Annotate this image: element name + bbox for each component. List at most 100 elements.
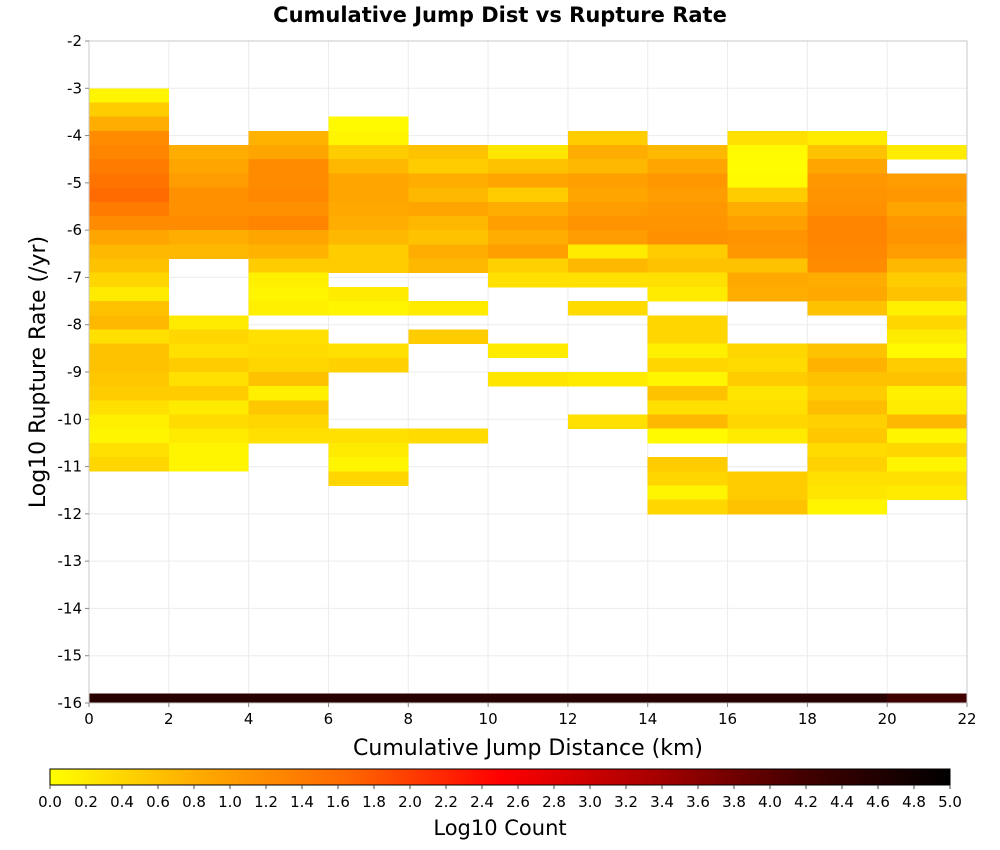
- heatmap-cell: [807, 230, 888, 245]
- heatmap-cell: [168, 343, 249, 359]
- colorbar: [49, 768, 951, 786]
- heatmap-cell: [488, 187, 568, 203]
- colorbar-tick-label: 3.4: [650, 793, 674, 811]
- heatmap-cell: [488, 258, 568, 274]
- x-tick-label: 18: [798, 710, 817, 728]
- heatmap-cell: [488, 173, 568, 188]
- heatmap-cell: [248, 372, 329, 387]
- heatmap-cell: [248, 145, 329, 160]
- heatmap-cell: [887, 201, 967, 217]
- heatmap-cell: [248, 301, 329, 316]
- heatmap-cell: [567, 244, 648, 259]
- heatmap-cell: [887, 258, 967, 274]
- heatmap-cell: [488, 145, 568, 160]
- heatmap-cell: [89, 201, 169, 217]
- x-tick-label: 4: [244, 710, 254, 728]
- heatmap-cell: [248, 428, 329, 444]
- heatmap-cell: [727, 400, 808, 415]
- y-tick-label: -4: [67, 127, 82, 145]
- heatmap-cell: [248, 130, 329, 146]
- heatmap-cell: [567, 230, 648, 245]
- colorbar-tick-label: 2.6: [506, 793, 530, 811]
- heatmap-cell: [328, 442, 409, 458]
- heatmap-cell: [887, 357, 967, 373]
- heatmap-cell: [647, 315, 728, 330]
- heatmap-cell: [807, 357, 888, 373]
- heatmap-cells: [89, 88, 967, 703]
- heatmap-cell: [89, 400, 169, 415]
- heatmap-cell: [89, 130, 169, 146]
- heatmap-cell: [887, 428, 967, 444]
- heatmap-cell: [168, 159, 249, 174]
- heatmap-cell: [89, 386, 169, 401]
- heatmap-cell: [168, 230, 249, 245]
- heatmap-cell: [408, 230, 489, 245]
- heatmap-cell: [727, 386, 808, 401]
- heatmap-cell: [567, 159, 648, 174]
- heatmap-cell: [89, 116, 169, 132]
- colorbar-tick-label: 1.8: [362, 793, 386, 811]
- heatmap-cell: [328, 693, 409, 703]
- heatmap-cell: [647, 428, 728, 444]
- y-tick-label: -13: [58, 552, 83, 570]
- heatmap-cell: [887, 230, 967, 245]
- heatmap-cell: [727, 372, 808, 387]
- heatmap-cell: [408, 244, 489, 259]
- heatmap-cell: [168, 442, 249, 458]
- y-tick-label: -6: [67, 221, 82, 239]
- heatmap-cell: [647, 414, 728, 430]
- heatmap-cell: [807, 159, 888, 174]
- heatmap-cell: [567, 258, 648, 274]
- heatmap-cell: [89, 428, 169, 444]
- heatmap-cell: [408, 258, 489, 274]
- heatmap-cell: [887, 145, 967, 160]
- heatmap-cell: [887, 301, 967, 316]
- heatmap-cell: [89, 286, 169, 302]
- heatmap-cell: [488, 244, 568, 259]
- heatmap-cell: [647, 258, 728, 274]
- colorbar-tick-label: 3.8: [722, 793, 746, 811]
- heatmap-cell: [807, 145, 888, 160]
- colorbar-tick-label: 3.0: [578, 793, 602, 811]
- heatmap-cell: [168, 414, 249, 430]
- heatmap-cell: [488, 272, 568, 288]
- heatmap-cell: [647, 693, 728, 703]
- heatmap-cell: [887, 329, 967, 345]
- heatmap-cell: [647, 244, 728, 259]
- y-tick-label: -16: [58, 694, 83, 712]
- heatmap-cell: [807, 286, 888, 302]
- heatmap-cell: [488, 372, 568, 387]
- x-tick-label: 14: [638, 710, 657, 728]
- heatmap-cell: [727, 187, 808, 203]
- heatmap-cell: [89, 145, 169, 160]
- colorbar-tick-label: 3.2: [614, 793, 638, 811]
- y-axis-ticks: -2 -3 -4 -5 -6 -7 -8 -9 -10 -11 -12 -13 -14 -15 -16: [58, 32, 89, 712]
- y-tick-label: -9: [67, 363, 82, 381]
- heatmap-cell: [248, 329, 329, 345]
- heatmap-cell: [727, 230, 808, 245]
- colorbar-tick-label: 4.2: [794, 793, 818, 811]
- heatmap-cell: [168, 215, 249, 231]
- colorbar-ticks: 0.0 0.2 0.4 0.6 0.8 1.0 1.2 1.4 1.6 1.8 2.0 2.2 2.4 2…: [38, 785, 962, 811]
- heatmap-cell: [168, 244, 249, 259]
- heatmap-cell: [168, 428, 249, 444]
- x-tick-label: 12: [558, 710, 577, 728]
- heatmap-cell: [328, 471, 409, 486]
- heatmap-cell: [567, 372, 648, 387]
- heatmap-cell: [89, 457, 169, 472]
- heatmap-cell: [248, 187, 329, 203]
- heatmap-cell: [488, 201, 568, 217]
- colorbar-tick-label: 2.4: [470, 793, 494, 811]
- heatmap-cell: [807, 215, 888, 231]
- heatmap-cell: [567, 145, 648, 160]
- heatmap-cell: [89, 329, 169, 345]
- heatmap-cell: [647, 187, 728, 203]
- heatmap-cell: [328, 201, 409, 217]
- heatmap-cell: [727, 244, 808, 259]
- heatmap-cell: [727, 499, 808, 515]
- heatmap-cell: [647, 286, 728, 302]
- heatmap-cell: [807, 499, 888, 515]
- heatmap-cell: [727, 693, 808, 703]
- heatmap-cell: [887, 471, 967, 486]
- heatmap-cell: [887, 215, 967, 231]
